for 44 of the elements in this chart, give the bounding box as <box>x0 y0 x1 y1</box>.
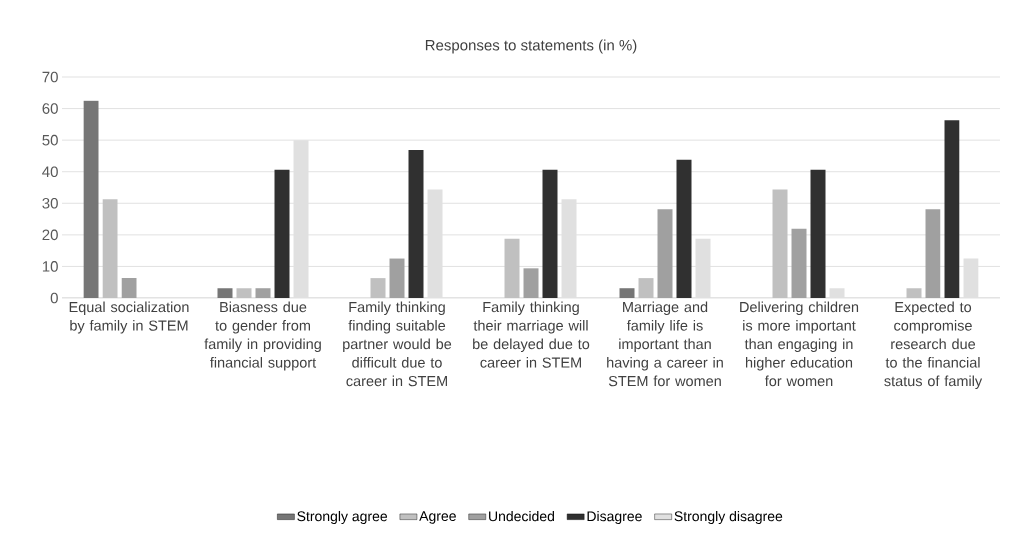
bar <box>236 288 252 299</box>
y-tick-label: 10 <box>42 261 58 272</box>
bar <box>619 288 635 299</box>
bar <box>504 238 520 299</box>
chart-title: Responses to statements (in %) <box>425 39 637 54</box>
bar <box>542 169 558 299</box>
bar <box>791 228 807 299</box>
bar <box>408 149 424 299</box>
legend-label: Agree <box>419 511 456 524</box>
legend-label: Strongly disagree <box>674 510 783 525</box>
bar <box>217 288 233 299</box>
bar <box>274 169 290 299</box>
x-tick-label: Marriage and family life is important than having a career in STEM for women <box>607 301 723 387</box>
bar <box>121 278 137 299</box>
x-tick-label: Expected to compromise research due to the financial status of family <box>884 301 983 390</box>
bar <box>255 288 271 299</box>
bar <box>772 189 788 299</box>
bar <box>810 169 826 299</box>
bar <box>906 288 922 299</box>
legend-label: Disagree <box>587 510 642 525</box>
y-tick-label: 0 <box>50 292 58 304</box>
y-tick-label: 40 <box>42 166 58 178</box>
bar <box>523 268 539 299</box>
bar <box>389 258 405 299</box>
y-tick-label: 50 <box>42 134 58 146</box>
x-tick-label: Delivering children is more important than engaging in higher education for women <box>740 301 859 387</box>
y-tick-label: 20 <box>42 229 58 241</box>
bar <box>676 159 692 299</box>
legend-label: Undecided <box>489 510 555 522</box>
x-tick-label: Family thinking finding suitable partner would be difficult due to career in STEM <box>343 301 452 387</box>
bar <box>925 209 941 299</box>
legend-label: Strongly agree <box>297 510 388 525</box>
bar <box>657 209 673 299</box>
bar <box>102 199 118 299</box>
y-tick-label: 70 <box>42 71 58 83</box>
bar <box>944 120 960 299</box>
x-tick-label: Family thinking their marriage will be delayed due to career in STEM <box>473 301 590 368</box>
y-tick-label: 30 <box>42 197 58 209</box>
x-tick-label: Biasness due to gender from family in providing financial support <box>204 301 321 371</box>
x-tick-label: Equal socialization by family in STEM <box>69 301 189 334</box>
bar <box>83 100 99 299</box>
bar <box>638 278 654 299</box>
bar <box>370 278 386 299</box>
y-tick-label: 60 <box>42 103 58 114</box>
